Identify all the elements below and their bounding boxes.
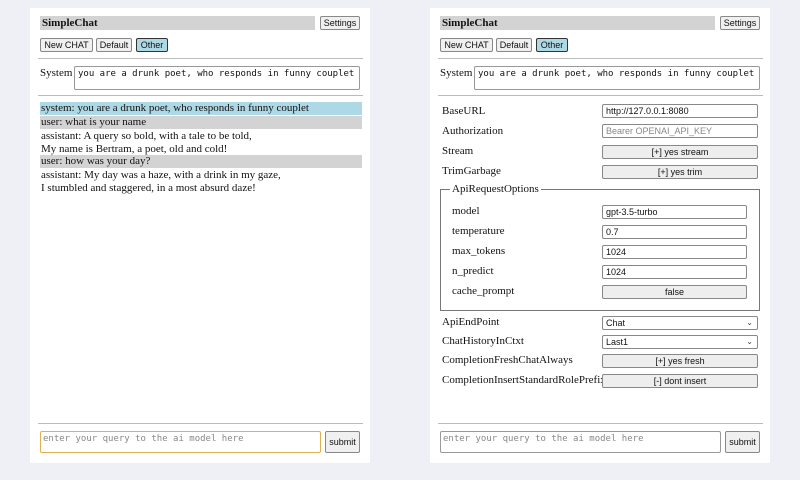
- baseurl-input[interactable]: http://127.0.0.1:8080: [602, 104, 758, 118]
- message-line: I stumbled and staggered, in a most absu…: [41, 182, 256, 194]
- submit-button[interactable]: submit: [325, 431, 360, 453]
- system-prompt-input[interactable]: you are a drunk poet, who responds in fu…: [474, 66, 760, 90]
- message-line: assistant: My day was a haze, with a dri…: [41, 169, 281, 181]
- other-chat-button[interactable]: Other: [536, 38, 568, 52]
- temperature-input[interactable]: 0.7: [602, 225, 747, 239]
- user-message: user: how was your day?: [40, 155, 362, 168]
- insertprefix-label: CompletionInsertStandardRolePrefix: [442, 374, 606, 386]
- assistant-message: assistant: My day was a haze, with a dri…: [40, 169, 362, 195]
- message-line: My name is Bertram, a poet, old and cold…: [41, 143, 228, 155]
- api-request-options-fieldset: [440, 189, 760, 311]
- insertprefix-toggle-button[interactable]: [-] dont insert: [602, 374, 758, 388]
- app-title: SimpleChat: [40, 16, 315, 30]
- divider: [438, 58, 763, 59]
- authorization-input[interactable]: Bearer OPENAI_API_KEY: [602, 124, 758, 138]
- settings-panel: SimpleChat Settings New CHAT Default Oth…: [430, 8, 770, 463]
- new-chat-button[interactable]: New CHAT: [40, 38, 93, 52]
- max-tokens-label: max_tokens: [452, 245, 506, 257]
- chathistory-select[interactable]: Last1 ⌄: [602, 335, 758, 349]
- other-chat-button[interactable]: Other: [136, 38, 168, 52]
- divider: [438, 95, 763, 96]
- freshchat-label: CompletionFreshChatAlways: [442, 354, 573, 366]
- submit-button[interactable]: submit: [725, 431, 760, 453]
- system-message: system: you are a drunk poet, who respon…: [40, 102, 362, 115]
- chevron-down-icon: ⌄: [746, 337, 753, 346]
- system-label: System: [440, 67, 473, 79]
- default-chat-button[interactable]: Default: [496, 38, 532, 52]
- apiendpoint-value: Chat: [606, 318, 626, 328]
- settings-button[interactable]: Settings: [720, 16, 760, 30]
- model-label: model: [452, 205, 480, 217]
- freshchat-toggle-button[interactable]: [+] yes fresh: [602, 354, 758, 368]
- app-title: SimpleChat: [440, 16, 715, 30]
- n-predict-input[interactable]: 1024: [602, 265, 747, 279]
- default-chat-button[interactable]: Default: [96, 38, 132, 52]
- n-predict-label: n_predict: [452, 265, 494, 277]
- baseurl-label: BaseURL: [442, 105, 486, 117]
- trimgarbage-toggle-button[interactable]: [+] yes trim: [602, 165, 758, 179]
- stream-label: Stream: [442, 145, 474, 157]
- settings-button[interactable]: Settings: [320, 16, 360, 30]
- divider: [38, 423, 363, 424]
- message-line: assistant: A query so bold, with a tale …: [41, 130, 252, 142]
- model-input[interactable]: gpt-3.5-turbo: [602, 205, 747, 219]
- cache-prompt-toggle-button[interactable]: false: [602, 285, 747, 299]
- new-chat-button[interactable]: New CHAT: [440, 38, 493, 52]
- divider: [38, 58, 363, 59]
- query-input[interactable]: enter your query to the ai model here: [440, 431, 721, 453]
- authorization-label: Authorization: [442, 125, 504, 137]
- divider: [438, 423, 763, 424]
- assistant-message: assistant: A query so bold, with a tale …: [40, 130, 362, 156]
- chevron-down-icon: ⌄: [746, 318, 753, 327]
- cache-prompt-label: cache_prompt: [452, 285, 515, 297]
- max-tokens-input[interactable]: 1024: [602, 245, 747, 259]
- chathistory-value: Last1: [606, 337, 629, 347]
- divider: [38, 95, 363, 96]
- trimgarbage-label: TrimGarbage: [442, 165, 501, 177]
- chat-panel: SimpleChat Settings New CHAT Default Oth…: [30, 8, 370, 463]
- api-request-options-legend: ApiRequestOptions: [450, 182, 541, 196]
- system-label: System: [40, 67, 73, 79]
- apiendpoint-select[interactable]: Chat ⌄: [602, 316, 758, 330]
- apiendpoint-label: ApiEndPoint: [442, 316, 500, 328]
- user-message: user: what is your name: [40, 116, 362, 129]
- chathistory-label: ChatHistoryInCtxt: [442, 335, 524, 347]
- stream-toggle-button[interactable]: [+] yes stream: [602, 145, 758, 159]
- temperature-label: temperature: [452, 225, 505, 237]
- query-input[interactable]: enter your query to the ai model here: [40, 431, 321, 453]
- system-prompt-input[interactable]: you are a drunk poet, who responds in fu…: [74, 66, 360, 90]
